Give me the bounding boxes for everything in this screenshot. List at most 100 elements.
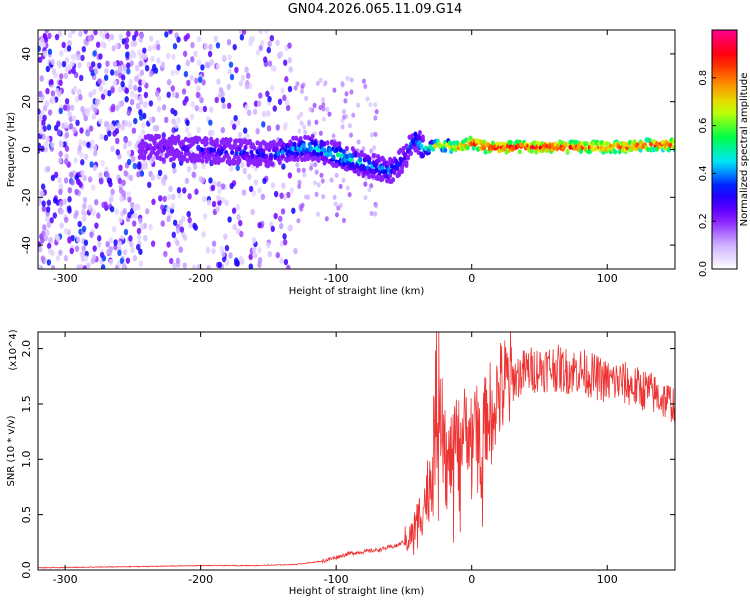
spectrogram-signal-cell <box>218 144 223 150</box>
spectrogram-noise-cell <box>193 224 199 231</box>
spectrogram-noise-cell <box>47 247 53 255</box>
spectrogram-noise-cell <box>267 40 272 48</box>
spectrogram-noise-cell <box>105 60 110 67</box>
spectrogram-noise-cell <box>122 248 128 256</box>
spectrogram-noise-cell <box>258 92 263 99</box>
spectrogram-noise-cell <box>46 259 52 266</box>
spectrogram-noise-cell <box>63 177 69 184</box>
spectrogram-noise-cell <box>89 139 95 146</box>
spectrogram-noise-cell <box>103 201 108 208</box>
spectrogram-noise-cell <box>97 241 102 248</box>
spectrogram-noise-cell <box>286 264 291 269</box>
spectrogram-y-tick-label: -40 <box>20 236 33 254</box>
spectrogram-signal-cell <box>243 145 248 151</box>
snr-y-tick-label: 2.0 <box>20 340 33 358</box>
spectrogram-signal-cell <box>344 145 349 152</box>
spectrogram-noise-cell <box>287 42 292 49</box>
colorbar-tick-label: 0.6 <box>698 118 709 134</box>
spectrogram-signal-cell <box>240 138 245 144</box>
spectrogram-signal-cell <box>400 168 405 174</box>
spectrogram-noise-cell <box>67 64 72 71</box>
spectrogram-noise-cell <box>299 88 304 94</box>
colorbar-tick-label: 0.8 <box>698 70 709 86</box>
spectrogram-noise-cell <box>221 102 227 110</box>
spectrogram-noise-cell <box>211 248 216 255</box>
spectrogram-noise-cell <box>186 210 191 218</box>
spectrogram-noise-cell <box>163 250 168 258</box>
spectrogram-noise-cell <box>361 78 366 84</box>
spectrogram-noise-cell <box>121 262 127 269</box>
spectrogram-noise-cell <box>138 114 144 121</box>
spectrogram-noise-cell <box>64 56 70 64</box>
spectrogram-noise-cell <box>248 263 254 269</box>
spectrogram-signal-cell <box>191 140 196 146</box>
spectrogram-signal-cell <box>303 134 308 140</box>
spectrogram-noise-cell <box>245 72 251 79</box>
spectrogram-signal-cell <box>319 141 324 148</box>
spectrogram-noise-cell <box>196 85 201 92</box>
spectrogram-noise-cell <box>61 41 66 49</box>
spectrogram-noise-cell <box>148 223 153 231</box>
spectrogram-noise-cell <box>44 100 50 108</box>
spectrogram-noise-cell <box>210 184 216 192</box>
spectrogram-noise-cell <box>147 181 152 189</box>
spectrogram-noise-cell <box>129 60 134 67</box>
spectrogram-noise-cell <box>220 183 226 190</box>
spectrogram-signal-cell <box>228 137 233 143</box>
spectrogram-noise-cell <box>208 177 213 184</box>
spectrogram-noise-cell <box>100 160 106 167</box>
spectrogram-signal-cell <box>274 146 279 152</box>
spectrogram-noise-cell <box>43 146 48 153</box>
spectrogram-noise-cell <box>92 164 97 172</box>
spectrogram-noise-cell <box>182 234 188 241</box>
spectrogram-noise-cell <box>176 64 181 71</box>
spectrogram-signal-cell <box>464 137 469 143</box>
spectrogram-noise-cell <box>183 35 188 42</box>
snr-x-tick-label: 100 <box>597 573 618 586</box>
spectrogram-noise-cell <box>125 51 130 59</box>
spectrogram-noise-cell <box>291 207 296 214</box>
spectrogram-noise-cell <box>117 66 123 73</box>
spectrogram-noise-cell <box>287 172 293 179</box>
spectrogram-signal-cell <box>177 156 182 162</box>
spectrogram-noise-cell <box>39 128 44 135</box>
spectrogram-noise-cell <box>126 62 131 69</box>
spectrogram-noise-cell <box>156 57 161 64</box>
spectrogram-noise-cell <box>232 43 237 51</box>
spectrogram-noise-cell <box>64 145 70 152</box>
spectrogram-noise-cell <box>117 249 122 257</box>
spectrogram-noise-cell <box>221 54 227 61</box>
spectrogram-noise-cell <box>137 86 142 93</box>
spectrogram-noise-cell <box>301 82 306 88</box>
spectrogram-noise-cell <box>45 206 51 213</box>
spectrogram-noise-cell <box>50 141 55 149</box>
spectrogram-noise-cell <box>78 94 83 101</box>
spectrogram-noise-cell <box>89 161 94 168</box>
spectrogram-noise-cell <box>162 195 167 203</box>
spectrogram-noise-cell <box>115 137 120 145</box>
spectrogram-signal-cell <box>277 159 282 166</box>
spectrogram-noise-cell <box>41 205 47 213</box>
spectrogram-noise-cell <box>374 203 379 209</box>
spectrogram-noise-cell <box>97 62 102 69</box>
spectrogram-noise-cell <box>216 78 221 85</box>
spectrogram-noise-cell <box>166 79 172 86</box>
spectrogram-noise-cell <box>166 241 171 248</box>
spectrogram-noise-cell <box>200 176 205 184</box>
spectrogram-noise-cell <box>61 60 67 68</box>
spectrogram-noise-cell <box>284 76 289 83</box>
snr-frame <box>37 331 676 571</box>
spectrogram-noise-cell <box>164 116 169 124</box>
spectrogram-signal-cell <box>649 141 654 147</box>
spectrogram-signal-cell <box>413 131 418 137</box>
spectrogram-noise-cell <box>81 46 87 53</box>
spectrogram-noise-cell <box>226 39 232 46</box>
spectrogram-noise-cell <box>103 30 108 35</box>
spectrogram-noise-cell <box>126 109 131 116</box>
spectrogram-noise-cell <box>56 120 61 127</box>
spectrogram-noise-cell <box>71 115 77 122</box>
spectrogram-noise-cell <box>220 96 226 104</box>
spectrogram-signal-cell <box>461 139 466 145</box>
spectrogram-noise-cell <box>205 246 211 254</box>
spectrogram-signal-cell <box>584 141 589 147</box>
